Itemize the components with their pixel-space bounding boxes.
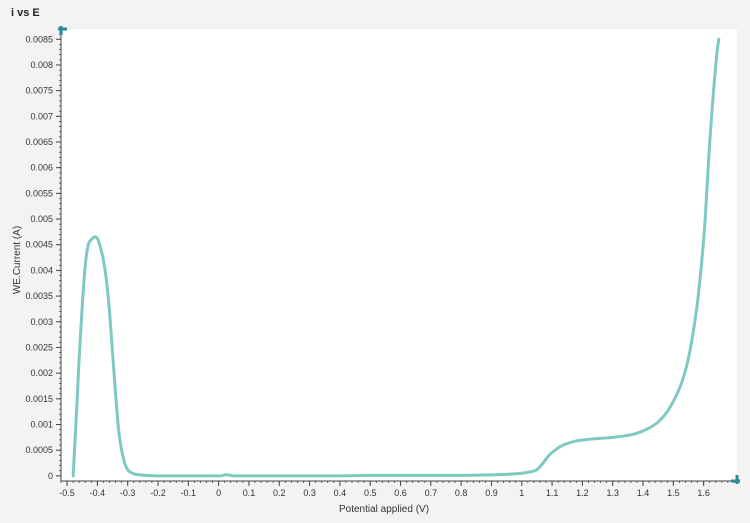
x-tick-label: -0.4 xyxy=(90,488,106,498)
y-tick-label: 0.003 xyxy=(30,317,53,327)
x-tick-label: 1.3 xyxy=(606,488,619,498)
x-tick-label: -0.1 xyxy=(181,488,197,498)
x-tick-label: 1.6 xyxy=(697,488,710,498)
series-layer xyxy=(71,37,721,478)
x-tick-label: -0.3 xyxy=(120,488,136,498)
x-tick-label: 0.4 xyxy=(334,488,347,498)
x-tick-label: -0.2 xyxy=(150,488,166,498)
x-tick-label: 0.1 xyxy=(243,488,256,498)
x-axis: -0.5 -0.4 -0.3 -0.2 -0.1 0 0.1 0.2 0.3 0.4 0.5 0.6 0… xyxy=(59,480,737,498)
y-tick-label: 0.0005 xyxy=(25,445,53,455)
y-axis-label: WE.Current (A) xyxy=(12,226,23,294)
series-line xyxy=(71,37,721,478)
x-tick-label: -0.5 xyxy=(59,488,75,498)
x-axis-label: Potential applied (V) xyxy=(339,504,429,515)
y-tick-label: 0.001 xyxy=(30,420,53,430)
x-tick-label: 0.2 xyxy=(273,488,286,498)
chart-title: i vs E xyxy=(11,7,40,19)
axis-end-marker[interactable] xyxy=(731,479,740,483)
y-tick-label: 0.0075 xyxy=(25,86,53,96)
y-tick-label: 0.0045 xyxy=(25,240,53,250)
y-tick-label: 0.0015 xyxy=(25,394,53,404)
y-tick-label: 0.007 xyxy=(30,111,53,121)
y-tick-label: 0.008 xyxy=(30,60,53,70)
y-tick-label: 0.0065 xyxy=(25,137,53,147)
x-tick-label: 0.5 xyxy=(364,488,377,498)
x-tick-label: 0.9 xyxy=(485,488,498,498)
y-tick-label: 0.006 xyxy=(30,163,53,173)
axis-end-marker[interactable] xyxy=(59,26,63,35)
x-tick-label: 0.8 xyxy=(455,488,468,498)
x-tick-label: 1.2 xyxy=(576,488,589,498)
y-tick-label: 0.004 xyxy=(30,265,53,275)
x-tick-label: 0.3 xyxy=(303,488,316,498)
x-tick-label: 1.4 xyxy=(637,488,650,498)
y-axis: 0 0.0005 0.001 0.0015 0.002 0.0025 0.003 0.0035… xyxy=(25,29,62,481)
y-tick-label: 0.0035 xyxy=(25,291,53,301)
plot-area xyxy=(61,29,737,481)
y-tick-label: 0.0085 xyxy=(25,34,53,44)
y-tick-label: 0.0055 xyxy=(25,188,53,198)
x-tick-label: 1 xyxy=(519,488,524,498)
y-tick-label: 0.0025 xyxy=(25,342,53,352)
y-tick-label: 0.005 xyxy=(30,214,53,224)
x-tick-label: 0.7 xyxy=(425,488,438,498)
y-tick-label: 0.002 xyxy=(30,368,53,378)
x-tick-label: 1.1 xyxy=(546,488,559,498)
y-tick-label: 0 xyxy=(48,471,53,481)
x-tick-label: 1.5 xyxy=(667,488,680,498)
axis-corner-markers xyxy=(58,26,740,484)
x-tick-label: 0 xyxy=(216,488,221,498)
x-tick-label: 0.6 xyxy=(394,488,407,498)
